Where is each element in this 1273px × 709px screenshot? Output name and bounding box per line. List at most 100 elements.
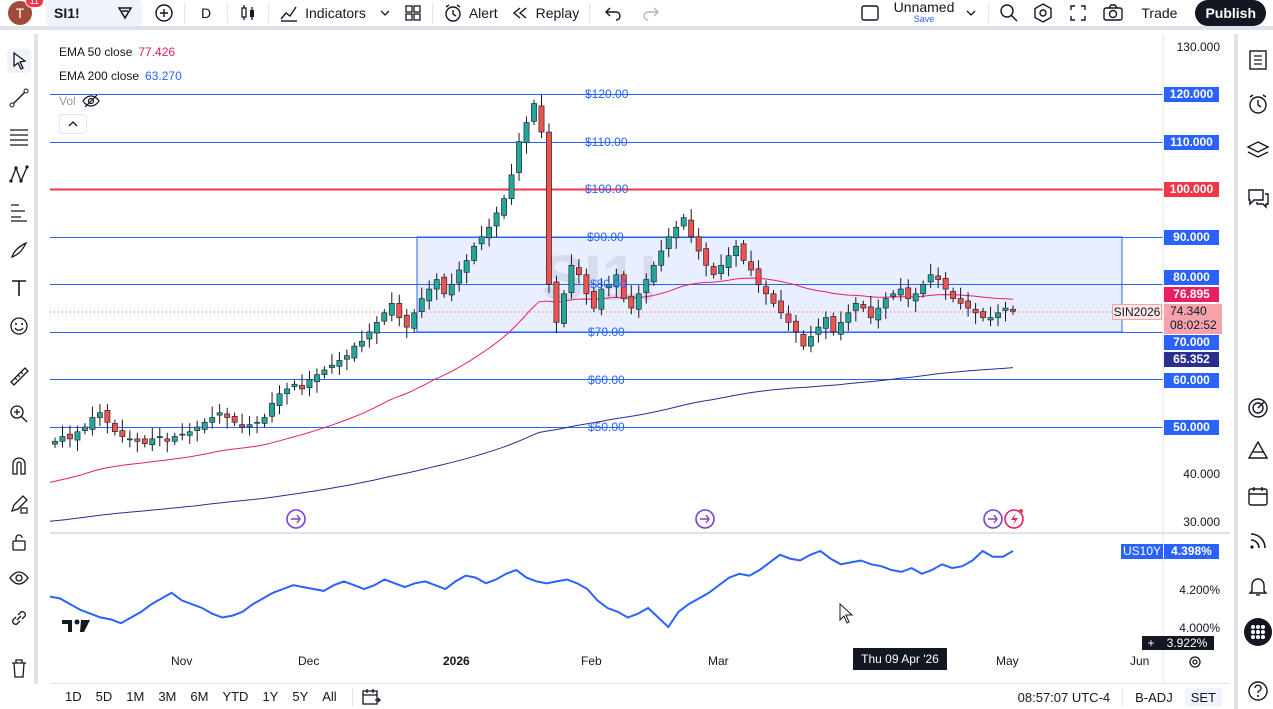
user-avatar[interactable]: T 11 <box>8 0 44 25</box>
mouse-cursor-icon <box>839 602 854 624</box>
quick-search-button[interactable] <box>993 0 1025 26</box>
replay-button[interactable]: Replay <box>504 0 586 26</box>
undo-button[interactable] <box>594 0 632 26</box>
compare-symbol-button[interactable] <box>148 0 180 26</box>
range-1m[interactable]: 1M <box>126 689 145 704</box>
trade-button[interactable]: Trade <box>1131 0 1188 26</box>
bottom-right-group: 08:57:07 UTC-4 B-ADJ SET <box>1018 684 1222 709</box>
tradingview-logo[interactable] <box>62 619 90 633</box>
layouts-button[interactable] <box>398 0 428 26</box>
pine-button[interactable] <box>1244 437 1272 465</box>
hide-drawings-tool[interactable] <box>7 566 31 590</box>
candle-body <box>448 283 455 296</box>
level-tag[interactable]: 80.000 <box>1164 270 1219 285</box>
legend-ema200[interactable]: EMA 200 close 63.270 <box>59 69 182 83</box>
level-tag[interactable]: 60.000 <box>1164 373 1219 388</box>
candle-body <box>935 275 942 280</box>
candle-body <box>314 374 320 383</box>
remove-drawings-tool[interactable] <box>7 656 31 680</box>
range-ytd[interactable]: YTD <box>222 689 249 704</box>
emoji-tool[interactable] <box>7 314 31 338</box>
watchlist-button[interactable] <box>1244 46 1272 74</box>
fib-tool[interactable] <box>7 124 31 148</box>
pattern-tool[interactable] <box>7 162 31 186</box>
layout-menu-button[interactable]: Unnamed Save <box>854 0 985 26</box>
clock[interactable]: 08:57:07 UTC-4 <box>1017 689 1111 705</box>
text-tool[interactable] <box>7 276 31 300</box>
range-6m[interactable]: 6M <box>190 689 209 704</box>
candle-body <box>980 311 986 318</box>
last-price-tag: 74.340 08:02:52 <box>1164 304 1222 334</box>
measure-tool[interactable] <box>7 364 31 388</box>
range-3m[interactable]: 3M <box>158 689 177 704</box>
legend-ema50[interactable]: EMA 50 close 77.426 <box>59 45 175 59</box>
alert-button[interactable]: Alert <box>437 0 504 26</box>
zoom-tool[interactable] <box>7 402 31 426</box>
news-button[interactable] <box>1244 527 1272 555</box>
divider <box>227 3 229 23</box>
fullscreen-button[interactable] <box>1061 0 1095 26</box>
indicators-button[interactable]: Indicators <box>273 0 398 26</box>
range-1d[interactable]: 1D <box>65 689 82 704</box>
magnet-tool[interactable] <box>7 454 31 478</box>
symbol-search[interactable]: SI1! <box>46 0 142 26</box>
candle-body <box>134 438 141 442</box>
eye-hidden-icon[interactable] <box>81 94 100 108</box>
candle-body <box>67 433 73 440</box>
screener-button[interactable] <box>1244 394 1272 422</box>
candle-body <box>748 261 754 271</box>
alerts-button[interactable] <box>1244 90 1272 118</box>
us10y-low-tag: 3.922% <box>1160 636 1214 650</box>
watchlist-flag-icon[interactable] <box>116 5 134 21</box>
range-5d[interactable]: 5D <box>95 689 113 704</box>
candle-body <box>224 413 231 418</box>
settlement-toggle[interactable]: SET <box>1184 687 1222 707</box>
trend-line-tool[interactable] <box>7 86 31 110</box>
cursor-tool[interactable] <box>7 49 31 73</box>
level-tag[interactable]: 70.000 <box>1164 335 1219 350</box>
bar-countdown: 08:02:52 <box>1170 318 1217 332</box>
horizontal-levels[interactable] <box>50 94 1163 428</box>
layout-save-link[interactable]: Save <box>913 14 935 24</box>
help-button[interactable] <box>1244 677 1272 705</box>
brush-tool[interactable] <box>7 238 31 262</box>
chart-type-button[interactable] <box>232 0 264 26</box>
projection-tool[interactable] <box>7 200 31 224</box>
candle-body <box>942 278 949 290</box>
candle-body <box>912 293 919 302</box>
candle-body <box>770 293 777 304</box>
level-tag[interactable]: 120.000 <box>1164 87 1219 102</box>
level-tag[interactable]: 50.000 <box>1164 420 1219 435</box>
indicators-label: Indicators <box>305 5 366 21</box>
lock-drawings-tool[interactable] <box>7 530 31 554</box>
b-adj-toggle[interactable]: B-ADJ <box>1135 689 1173 705</box>
object-tree-button[interactable] <box>1244 137 1272 165</box>
calendar-goto-icon[interactable] <box>361 688 381 706</box>
apps-button[interactable] <box>1244 618 1272 646</box>
candle-body <box>665 236 672 249</box>
candle-body <box>441 276 448 295</box>
legend-volume[interactable]: Vol <box>59 94 100 108</box>
sync-drawings-tool[interactable] <box>7 606 31 630</box>
redo-button[interactable] <box>632 0 670 26</box>
level-tag[interactable]: 110.000 <box>1164 135 1219 150</box>
snapshot-button[interactable] <box>1095 0 1131 26</box>
publish-button[interactable]: Publish <box>1195 0 1266 26</box>
gear-icon[interactable] <box>1187 654 1203 670</box>
settings-button[interactable] <box>1025 0 1061 26</box>
rewind-icon <box>512 7 527 19</box>
range-5y[interactable]: 5Y <box>292 689 309 704</box>
range-1y[interactable]: 1Y <box>262 689 279 704</box>
collapse-legend-button[interactable] <box>59 114 87 134</box>
interval-button[interactable]: D <box>201 5 212 21</box>
stay-drawing-tool[interactable] <box>7 492 31 516</box>
candle-body <box>837 322 844 335</box>
level-tag[interactable]: 90.000 <box>1164 230 1219 245</box>
calendar-button[interactable] <box>1244 482 1272 510</box>
range-all[interactable]: All <box>322 689 337 704</box>
level-tag[interactable]: 100.000 <box>1164 182 1219 197</box>
add-pane-button[interactable]: + <box>1142 636 1160 650</box>
chats-button[interactable] <box>1244 184 1272 212</box>
notifications-button[interactable] <box>1244 572 1272 600</box>
